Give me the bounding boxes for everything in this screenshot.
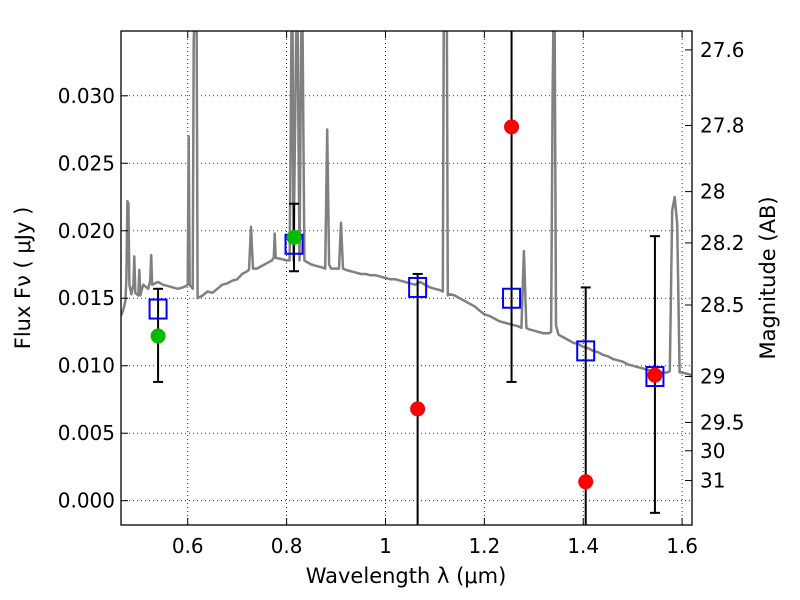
- model-photometry-square: [645, 366, 665, 388]
- y2-tick-label: 29: [700, 365, 725, 389]
- y2-tick-label: 28.5: [700, 293, 745, 317]
- y-tick-label: 0.015: [58, 286, 115, 310]
- x-tick-label: 0.6: [172, 534, 204, 558]
- y-tick-label: 0.025: [58, 151, 115, 175]
- y-tick-label: 0.020: [58, 219, 115, 243]
- non-detection-point: [410, 401, 426, 417]
- non-detection-point: [578, 474, 594, 490]
- x-tick-label: 1: [379, 534, 392, 558]
- model-photometry-square: [148, 298, 168, 320]
- y-tick-label: 0.000: [58, 489, 115, 513]
- y2-tick-label: 27.6: [700, 38, 745, 62]
- x-axis-title: Wavelength λ (μm): [306, 564, 507, 588]
- y2-tick-label: 28: [700, 180, 725, 204]
- y2-tick-label: 28.2: [700, 231, 745, 255]
- x-tick-label: 1.4: [567, 534, 599, 558]
- y-axis-title: Flux Fν ( μJy ): [11, 207, 35, 350]
- model-sed-layer: [121, 31, 692, 377]
- model-photometry-square: [576, 340, 596, 362]
- y-tick-label: 0.005: [58, 421, 115, 445]
- markers-layer: [148, 119, 665, 490]
- x-tick-label: 1.2: [468, 534, 500, 558]
- detection-point: [286, 230, 302, 246]
- y2-axis-title: Magnitude (AB): [756, 196, 780, 359]
- y-tick-label: 0.030: [58, 84, 115, 108]
- y-tick-label: 0.010: [58, 354, 115, 378]
- y2-tick-label: 27.8: [700, 113, 745, 137]
- model-photometry-square: [502, 287, 522, 309]
- y2-tick-label: 30: [700, 439, 725, 463]
- ticks-layer: 0.6 0.8 1 1.2 1.4 1.6 0.000 0.005 0.010 0.015 0.02…: [58, 31, 745, 558]
- plot-background: [121, 31, 692, 525]
- model-photometry-square: [408, 276, 428, 298]
- detection-point: [150, 328, 166, 344]
- non-detection-point: [647, 367, 663, 383]
- x-tick-label: 1.6: [666, 534, 698, 558]
- x-tick-label: 0.8: [271, 534, 303, 558]
- y2-tick-label: 31: [700, 468, 725, 492]
- y2-tick-label: 29.5: [700, 410, 745, 434]
- model-sed-line: [121, 31, 692, 377]
- plot-frame: [120, 30, 693, 526]
- non-detection-point: [504, 119, 520, 135]
